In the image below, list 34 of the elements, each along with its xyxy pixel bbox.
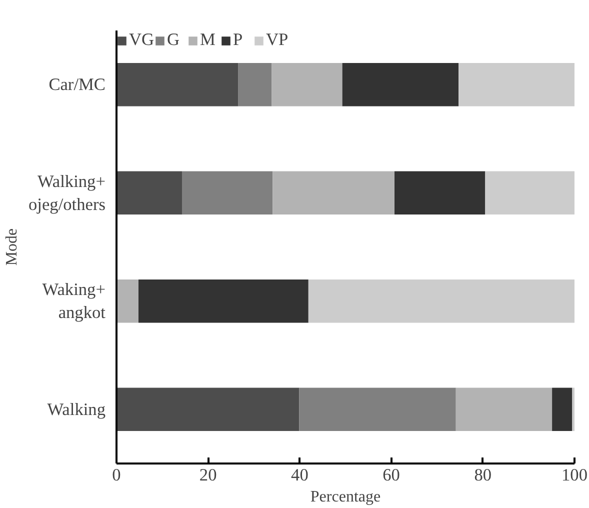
bar: [116, 279, 138, 323]
x-tick-label: 100: [562, 466, 588, 484]
legend-label: P: [233, 30, 244, 50]
bar: [458, 62, 574, 106]
legend-label: M: [200, 30, 216, 50]
bar: [182, 171, 273, 215]
bar: [272, 171, 395, 215]
bar: [116, 62, 238, 106]
bar: [116, 171, 182, 215]
y-axis-title: Mode: [4, 228, 21, 266]
x-tick-label: 40: [291, 466, 308, 484]
legend-label: G: [167, 30, 181, 50]
bar: [238, 62, 272, 106]
bar: [299, 388, 456, 432]
x-axis-title: Percentage: [310, 488, 381, 506]
bar: [552, 388, 572, 432]
legend-label: VG: [129, 30, 154, 50]
x-tick-label: 20: [199, 466, 217, 484]
y-tick-label: Walking+ ojeg/others: [28, 172, 106, 214]
y-tick-label: Walking: [47, 400, 106, 419]
x-tick-label: 80: [474, 466, 492, 484]
y-tick-label: Waking+ angkot: [42, 280, 106, 322]
bar: [308, 279, 574, 323]
bar: [342, 62, 459, 106]
bar: [116, 388, 300, 432]
y-tick-label: Car/MC: [48, 75, 106, 94]
x-tick-label: 60: [382, 466, 400, 484]
x-tick-label: 0: [112, 466, 121, 484]
bar: [138, 279, 308, 323]
bar: [394, 171, 486, 215]
legend-label: VP: [266, 30, 288, 50]
bar: [456, 388, 552, 432]
bar: [272, 62, 342, 106]
bar: [485, 171, 574, 215]
